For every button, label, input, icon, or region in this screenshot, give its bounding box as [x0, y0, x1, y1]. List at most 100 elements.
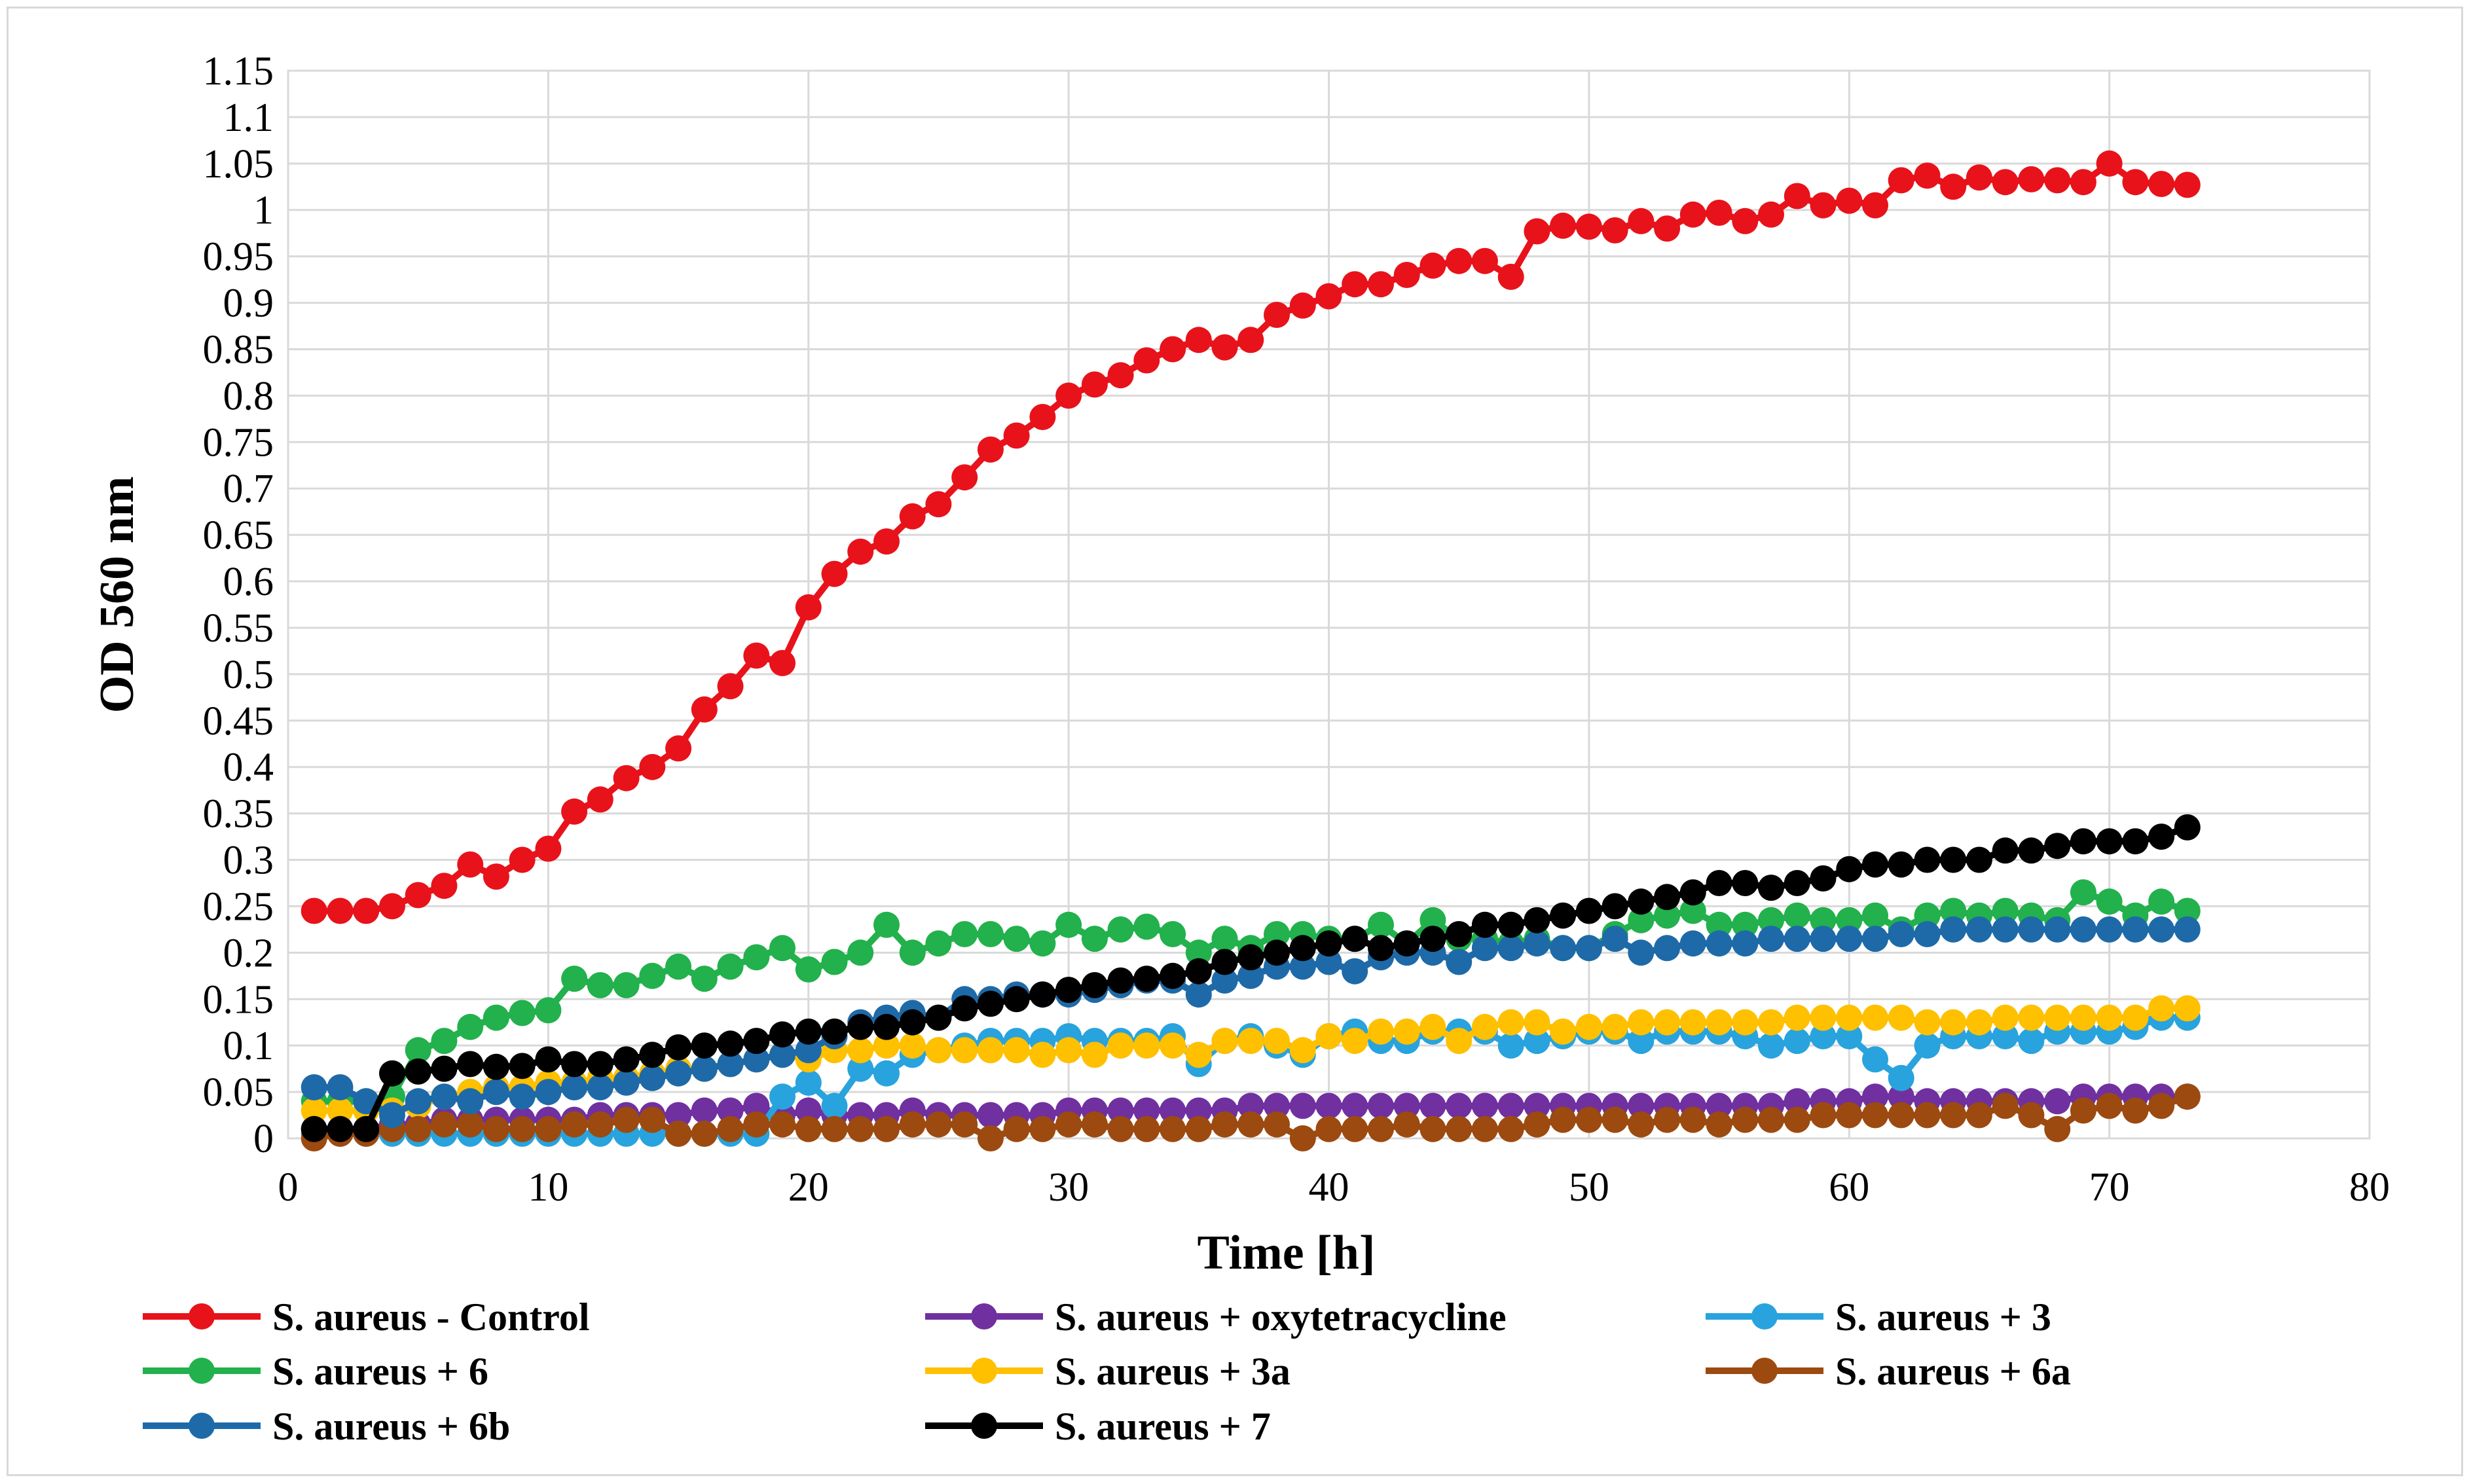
data-point — [483, 1053, 509, 1080]
legend-entry: S. aureus - Control — [143, 1295, 590, 1339]
data-point — [1888, 1004, 1914, 1031]
data-point — [1315, 930, 1342, 957]
data-point — [535, 1115, 562, 1142]
series-layer — [301, 150, 2201, 1151]
data-point — [1784, 1028, 1810, 1055]
data-point — [587, 1074, 613, 1100]
data-point — [613, 765, 640, 791]
data-point — [1419, 252, 1446, 279]
data-point — [1003, 1037, 1030, 1064]
data-point — [1315, 283, 1342, 310]
data-point — [405, 1115, 431, 1142]
data-point — [1393, 1018, 1420, 1045]
legend-label: S. aureus + 6 — [272, 1350, 488, 1393]
data-point — [1914, 1032, 1941, 1059]
data-point — [977, 436, 1004, 463]
data-point — [691, 1032, 718, 1059]
data-point — [2174, 172, 2201, 198]
data-point — [613, 972, 640, 998]
data-point — [1966, 1009, 1992, 1036]
x-tick-label: 30 — [1048, 1165, 1089, 1210]
data-point — [1758, 875, 1784, 901]
data-point — [873, 911, 900, 938]
y-tick-label: 0.5 — [223, 653, 274, 697]
data-point — [535, 835, 562, 862]
data-point — [1419, 1115, 1446, 1142]
legend-label: S. aureus + 7 — [1055, 1405, 1271, 1448]
data-point — [2096, 150, 2123, 177]
data-point — [1940, 916, 1967, 943]
x-tick-label: 80 — [2349, 1165, 2390, 1210]
data-point — [613, 1046, 640, 1073]
data-point — [1628, 1093, 1655, 1119]
data-point — [691, 696, 718, 723]
data-point — [951, 921, 978, 947]
legend-marker — [1751, 1303, 1778, 1330]
data-point — [1862, 192, 1888, 219]
data-point — [1393, 262, 1420, 288]
data-point — [1524, 1009, 1550, 1036]
data-point — [1368, 271, 1394, 298]
data-point — [1471, 1115, 1498, 1142]
data-point — [769, 935, 796, 962]
data-point — [2096, 916, 2123, 943]
data-point — [1055, 1037, 1082, 1064]
data-point — [483, 1079, 509, 1106]
data-point — [1368, 1018, 1394, 1045]
data-point — [795, 1018, 822, 1045]
data-point — [405, 882, 431, 909]
data-point — [1940, 1009, 1967, 1036]
data-point — [509, 1053, 536, 1079]
data-point — [1810, 907, 1837, 933]
data-point — [1160, 1032, 1186, 1059]
data-point — [1497, 263, 1524, 290]
data-point — [1368, 911, 1394, 938]
data-point — [1679, 897, 1706, 924]
data-point — [1888, 921, 1914, 947]
data-point — [2018, 1028, 2045, 1055]
data-point — [1211, 967, 1238, 994]
data-point — [1836, 1102, 1863, 1129]
data-point — [899, 1111, 926, 1138]
y-tick-label: 1.1 — [223, 96, 274, 140]
data-point — [1446, 921, 1473, 947]
data-point — [743, 1028, 770, 1055]
data-point — [1758, 907, 1784, 933]
data-point — [1029, 1115, 1056, 1142]
data-point — [457, 1051, 484, 1077]
data-point — [327, 897, 354, 924]
data-point — [1107, 1097, 1134, 1124]
data-point — [1888, 1064, 1914, 1091]
data-point — [1185, 1115, 1212, 1142]
data-point — [535, 1079, 562, 1106]
data-point — [1550, 935, 1577, 962]
data-point — [1368, 1093, 1394, 1119]
data-point — [1029, 930, 1056, 957]
data-point — [821, 560, 848, 587]
data-point — [1003, 926, 1030, 952]
data-point — [1264, 302, 1290, 328]
data-point — [1055, 1111, 1082, 1138]
series-6 — [301, 1083, 2201, 1151]
legend-entry: S. aureus + 6b — [143, 1405, 510, 1448]
data-point — [1966, 164, 1992, 191]
data-point — [561, 798, 588, 825]
data-point — [847, 939, 874, 966]
data-point — [1914, 162, 1941, 189]
data-point — [1237, 1093, 1264, 1119]
data-point — [821, 1093, 848, 1119]
data-point — [2122, 828, 2149, 855]
y-tick-label: 0.6 — [223, 560, 274, 604]
data-point — [1862, 851, 1888, 878]
data-point — [821, 1115, 848, 1142]
data-point — [1628, 939, 1655, 966]
data-point — [2096, 828, 2123, 855]
data-point — [457, 1111, 484, 1138]
data-point — [587, 1111, 613, 1138]
data-point — [1446, 949, 1473, 975]
data-point — [1497, 1093, 1524, 1119]
data-point — [977, 1102, 1004, 1129]
data-point — [327, 1074, 354, 1100]
data-point — [1992, 837, 2019, 864]
data-point — [717, 1051, 744, 1077]
